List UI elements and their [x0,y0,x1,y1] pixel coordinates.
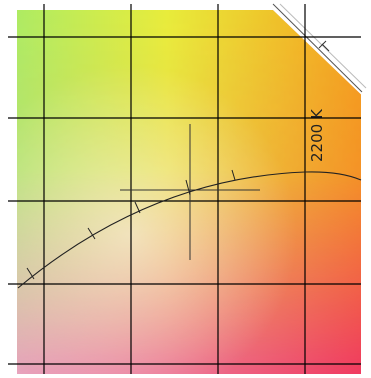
locus-cutout [273,10,371,104]
spectral-locus-edge [272,3,363,93]
isotherm-tick [87,227,96,240]
grid [8,4,361,374]
curve-temperature-label: 2200 K [308,108,326,162]
spectral-locus-edge-outer [279,3,367,89]
isotherm-ticks [26,169,236,280]
isotherm-tick [26,267,35,280]
planckian-locus-curve [17,171,362,289]
isotherm-tick [134,201,141,214]
isotherm-tick [231,169,236,181]
isotherm-tick [185,179,191,196]
locus-tick-cross [318,40,327,49]
locus-tick [321,43,330,52]
